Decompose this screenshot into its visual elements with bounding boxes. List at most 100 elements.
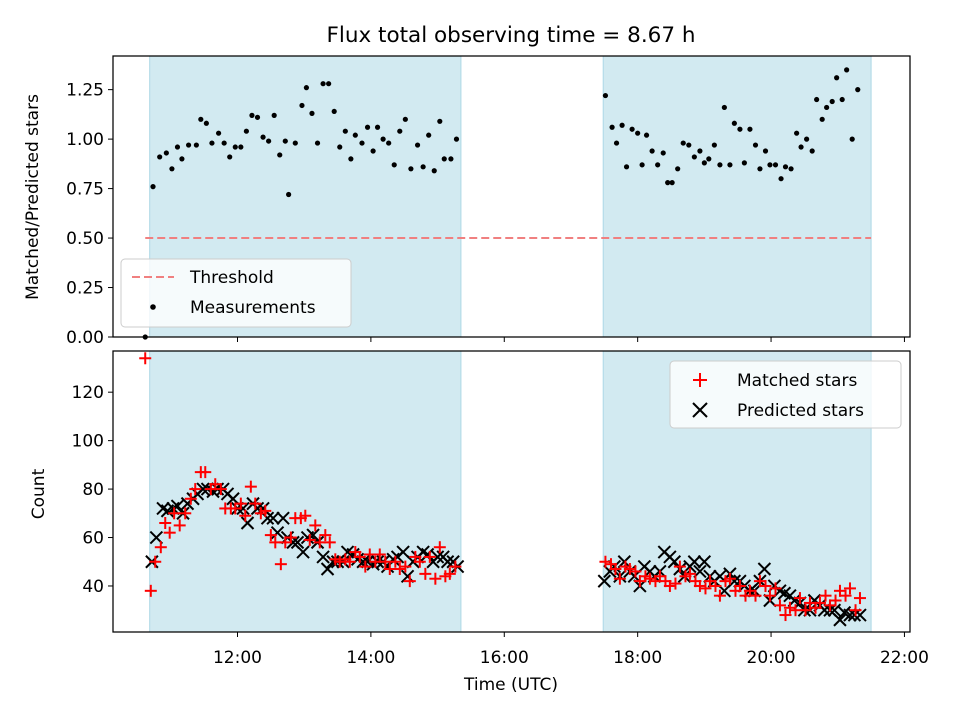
measurement-point [844,67,850,73]
measurement-point [386,140,392,146]
bottom-xtick-label: 16:00 [480,648,529,668]
measurement-point [762,148,769,154]
matched-stars-point [249,497,262,510]
bottom-axes-frame [112,350,911,633]
top-axes-frame [112,55,911,338]
matched-stars-point [683,567,696,580]
matched-stars-point [343,555,356,568]
measurement-point [282,138,288,144]
measurement-point [374,124,381,130]
measurement-point [794,130,800,136]
matched-stars-point [403,575,416,588]
measurement-point [834,75,840,81]
bottom-ytick-label: 100 [72,432,104,452]
measurement-point [266,138,272,144]
matched-stars-point [189,483,202,496]
matched-stars-point [433,541,446,554]
measurement-point [855,87,861,93]
matched-stars-point [309,519,322,532]
measurement-point [215,130,222,136]
predicted-stars-point [420,547,435,562]
matched-stars-point [673,560,686,573]
bottom-xtick-label: 14:00 [346,648,395,668]
measurement-point [829,98,835,105]
matched-stars-point [274,558,287,571]
measurement-point [737,126,743,132]
measurement-point [303,85,310,91]
predicted-stars-point [296,545,310,559]
measurement-point [804,136,810,142]
measurement-point [798,144,804,150]
matched-stars-point [643,572,656,585]
measurement-point [326,81,332,87]
measurement-point [782,164,789,170]
matched-stars-point [443,567,456,580]
measurement-point [174,144,181,150]
measurement-point [337,144,343,150]
matched-stars-point [733,579,746,592]
legend-matched-swatch [693,373,707,387]
measurement-point [721,104,727,111]
measurement-point [747,126,753,132]
matched-stars-point [369,555,382,568]
measurement-point [849,136,855,142]
measurement-point [752,142,759,148]
measurement-point [320,81,326,87]
predicted-stars-point [270,525,285,540]
measurement-point [757,166,763,172]
top-plot-marks [142,67,872,340]
bottom-y-axis-label: Count [29,468,49,519]
bottom-ytick-label: 80 [82,480,104,500]
matched-stars-point [749,589,762,602]
matched-stars-point [759,579,772,592]
matched-stars-point [179,507,192,520]
matched-stars-point [333,555,346,568]
measurement-point [397,128,403,134]
measurement-point [660,150,666,156]
top-ytick-label: 1.00 [66,130,104,150]
measurement-point [249,112,255,118]
top-ytick-label: 0.50 [66,229,104,249]
predicted-stars-point [833,613,847,627]
predicted-stars-point [597,574,612,588]
measurement-point [706,156,712,162]
matched-stars-point [813,596,826,609]
measurement-point [629,126,635,132]
matched-stars-point [184,492,197,505]
matched-stars-point [709,579,722,592]
measurement-point [364,124,371,130]
matched-stars-point [783,601,796,614]
measurement-point [635,130,641,136]
measurement-point [402,116,408,122]
matched-stars-point [839,589,852,602]
bottom-x-axis-ticks: 12:00 14:00 16:00 18:00 20:00 22:00 [213,632,929,668]
top-ytick-label: 0.75 [66,180,104,200]
measurement-point [814,96,820,103]
bottom-xtick-label: 22:00 [880,648,929,668]
measurement-point [655,162,661,168]
measurement-point [431,168,437,174]
measurement-point [441,156,447,162]
measurement-point [649,148,655,154]
measurement-point [772,162,779,168]
top-y-axis-ticks: 0.00 0.25 0.50 0.75 1.00 1.25 [66,81,113,348]
matched-stars-point [303,533,316,546]
matched-stars-point [843,582,856,595]
matched-stars-point [353,550,366,563]
matched-stars-point [323,536,336,549]
measurement-point [314,140,321,146]
matched-stars-point [313,536,326,549]
matched-stars-point [234,497,247,510]
measurement-point [163,150,169,156]
measurement-point [453,136,460,142]
matched-stars-point [849,604,862,617]
matched-stars-point [168,507,181,520]
measurement-point [391,162,397,168]
matched-stars-point [423,550,436,563]
matched-stars-point [393,563,406,576]
measurement-point [619,122,625,128]
measurement-point [169,166,175,172]
measurement-point [437,118,443,124]
predicted-stars-point [276,511,290,525]
